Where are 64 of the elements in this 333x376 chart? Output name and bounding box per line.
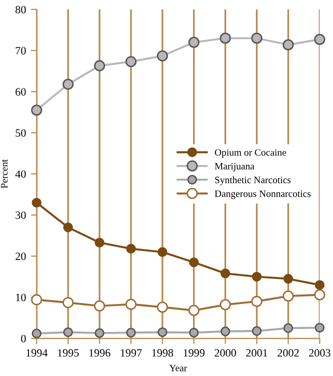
point xyxy=(125,56,137,68)
point xyxy=(282,39,294,50)
point xyxy=(314,322,325,333)
y-tick-label: 0 xyxy=(21,334,26,342)
point xyxy=(220,32,231,44)
point xyxy=(94,300,106,312)
y-axis-title: Percent xyxy=(1,159,8,188)
y-tick-label: 30 xyxy=(16,211,26,219)
point xyxy=(94,60,106,72)
point xyxy=(94,328,104,338)
point xyxy=(156,50,168,62)
point xyxy=(156,302,168,313)
point xyxy=(62,297,74,308)
point xyxy=(220,299,231,310)
point xyxy=(314,280,325,290)
y-tick-label: 40 xyxy=(15,170,26,178)
y-tick-label: 20 xyxy=(16,252,26,260)
point xyxy=(125,298,137,310)
x-tick-label: 2002 xyxy=(278,349,299,357)
point xyxy=(189,328,199,338)
x-axis-title: Year xyxy=(169,364,188,372)
x-tick-label: 2000 xyxy=(214,349,236,357)
x-tick-label: 1998 xyxy=(152,349,174,357)
legend-label: Synthetic Narcotics xyxy=(215,176,291,186)
x-tick-label: 1994 xyxy=(26,349,48,357)
point xyxy=(158,247,168,257)
y-tick-label: 80 xyxy=(16,6,26,14)
point xyxy=(31,294,42,306)
point xyxy=(189,257,199,268)
point xyxy=(31,104,42,116)
point xyxy=(283,274,294,284)
point xyxy=(252,326,262,336)
point xyxy=(126,328,136,338)
point xyxy=(251,296,262,307)
point xyxy=(252,272,262,282)
point xyxy=(32,198,42,208)
point xyxy=(282,290,294,302)
point xyxy=(220,326,230,336)
legend-label: Opium or Cocaine xyxy=(214,149,286,158)
point xyxy=(188,304,200,316)
point xyxy=(220,268,230,278)
y-tick-label: 70 xyxy=(16,46,26,54)
x-tick-label: 1999 xyxy=(184,349,205,357)
point xyxy=(63,222,73,232)
legend-label: Dangerous Nonnarcotics xyxy=(214,190,311,199)
y-tick-label: 10 xyxy=(16,294,26,302)
point xyxy=(283,323,294,333)
x-tick-label: 1996 xyxy=(89,349,110,357)
x-tick-label: 2001 xyxy=(246,349,268,357)
point xyxy=(251,32,262,44)
point xyxy=(62,78,74,90)
y-tick-label: 50 xyxy=(16,129,26,137)
point xyxy=(63,327,73,338)
legend-label: Marijuana xyxy=(214,162,254,172)
y-tick-label: 60 xyxy=(16,88,26,96)
x-tick-label: 1997 xyxy=(120,349,142,357)
point xyxy=(94,238,104,248)
x-tick-label: 2003 xyxy=(309,349,330,357)
point xyxy=(314,289,326,300)
x-tick-label: 1995 xyxy=(58,349,79,357)
point xyxy=(314,34,326,45)
point xyxy=(188,36,200,48)
point xyxy=(126,244,136,254)
point xyxy=(158,327,168,338)
